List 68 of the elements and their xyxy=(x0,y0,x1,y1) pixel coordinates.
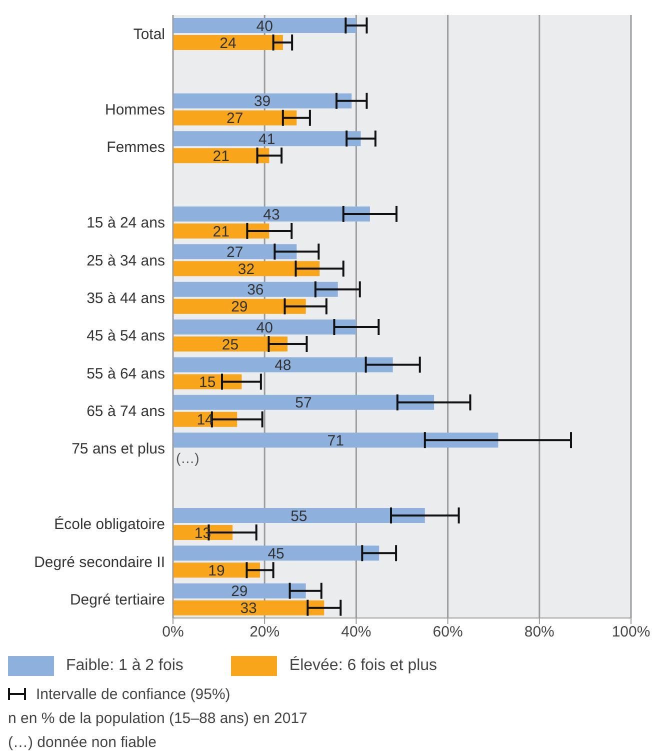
x-tick-label: 40% xyxy=(341,624,372,641)
bar xyxy=(173,93,352,108)
data-label: 39 xyxy=(254,93,271,110)
data-label: 40 xyxy=(256,18,273,35)
y-tick-label: Degré secondaire II xyxy=(34,554,165,571)
bar xyxy=(173,35,283,50)
x-tick-label: 100% xyxy=(612,624,650,641)
bar xyxy=(173,583,306,598)
y-tick-label: 55 à 64 ans xyxy=(86,365,165,382)
data-label: 21 xyxy=(212,148,230,165)
bar xyxy=(173,298,306,314)
legend-label: Faible: 1 à 2 fois xyxy=(66,657,184,675)
bar xyxy=(173,546,380,561)
bar xyxy=(173,18,356,33)
data-label: 19 xyxy=(208,562,225,580)
data-label: 36 xyxy=(247,282,264,299)
data-label: 15 xyxy=(199,374,216,392)
data-label: 29 xyxy=(231,583,248,600)
x-tick-label: 0% xyxy=(162,624,184,641)
bar xyxy=(173,131,361,146)
data-label: 71 xyxy=(327,432,344,450)
y-tick-label: 45 à 54 ans xyxy=(86,328,165,345)
data-label: 41 xyxy=(258,130,276,148)
y-tick-label: Hommes xyxy=(104,102,165,119)
data-label: 32 xyxy=(238,260,255,278)
data-label: 24 xyxy=(220,34,236,52)
data-label: 45 xyxy=(268,545,284,562)
bar xyxy=(173,244,297,260)
bar xyxy=(173,148,270,164)
text: n en % de la population (15–88 ans) en 2017 xyxy=(8,710,308,726)
data-label: 21 xyxy=(212,223,230,240)
bar xyxy=(173,600,324,616)
bar xyxy=(173,261,320,276)
bar xyxy=(173,394,434,410)
data-label: 57 xyxy=(295,394,312,412)
data-label: 27 xyxy=(226,244,244,261)
data-label: 48 xyxy=(274,357,292,374)
y-tick-label: Degré tertiaire xyxy=(70,591,165,608)
data-label: 43 xyxy=(263,206,280,224)
bar xyxy=(173,508,425,523)
x-tick-label: 20% xyxy=(250,624,280,641)
y-tick-label: 15 à 24 ans xyxy=(86,214,165,232)
text: (…) donnée non fiable xyxy=(8,734,156,750)
data-label: 25 xyxy=(222,336,239,354)
bar xyxy=(173,432,498,448)
text: Intervalle de confiance (95%) xyxy=(36,686,230,702)
y-tick-label: 35 à 44 ans xyxy=(86,290,165,307)
bar xyxy=(173,110,297,126)
x-tick-label: 80% xyxy=(524,624,554,641)
annotation: (…) xyxy=(176,450,200,466)
data-label: 40 xyxy=(256,319,273,336)
bar xyxy=(173,357,393,372)
bar xyxy=(173,206,370,222)
y-tick-label: Total xyxy=(133,26,165,44)
y-tick-label: 65 à 74 ans xyxy=(86,403,165,420)
y-tick-label: 75 ans et plus xyxy=(72,440,165,458)
y-tick-label: École obligatoire xyxy=(54,515,165,534)
y-tick-label: Femmes xyxy=(106,139,165,156)
y-tick-label: 25 à 34 ans xyxy=(86,252,165,270)
bar xyxy=(173,282,338,297)
bar xyxy=(173,320,356,334)
data-label: 55 xyxy=(290,508,308,525)
x-tick-label: 60% xyxy=(432,624,463,641)
data-label: 29 xyxy=(231,298,248,316)
bar xyxy=(173,336,288,352)
legend-label: Élevée: 6 fois et plus xyxy=(289,657,438,675)
data-label: 33 xyxy=(240,600,257,618)
data-label: 27 xyxy=(226,110,244,128)
